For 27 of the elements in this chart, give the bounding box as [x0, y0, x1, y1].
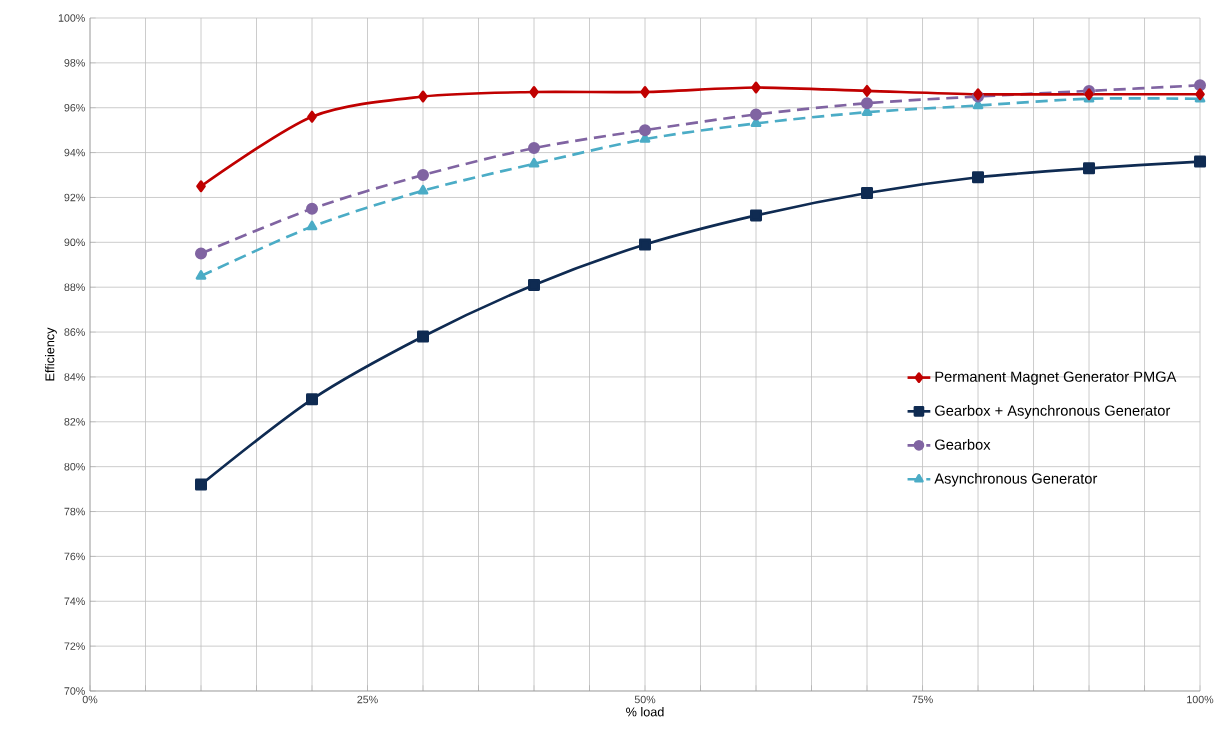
y-tick-label: 84% — [64, 373, 85, 381]
y-axis-title: Efficiency — [45, 327, 57, 381]
y-tick-label: 96% — [64, 103, 85, 112]
x-tick-label: 75% — [912, 695, 933, 704]
legend-label: Gearbox — [935, 439, 991, 450]
y-tick-label: 98% — [64, 59, 85, 67]
x-tick-label: 0% — [82, 695, 98, 704]
y-tick-label: 76% — [64, 552, 85, 561]
y-tick-label: 88% — [64, 283, 85, 291]
y-tick-label: 70% — [64, 687, 85, 695]
legend-label: Permanent Magnet Generator PMGA — [935, 371, 1177, 385]
y-tick-label: 74% — [64, 597, 85, 605]
y-tick-label: 82% — [64, 418, 85, 426]
x-tick-label: 25% — [357, 695, 378, 704]
y-tick-label: 72% — [64, 642, 85, 650]
y-tick-label: 86% — [64, 328, 85, 336]
y-tick-label: 94% — [64, 148, 85, 157]
x-axis-title: % load — [626, 707, 664, 717]
y-tick-label: 100% — [58, 14, 85, 22]
y-tick-label: 90% — [64, 238, 85, 247]
legend-label: Asynchronous Generator — [934, 472, 1098, 487]
legend-label: Gearbox + Asynchronous Generator — [935, 405, 1171, 419]
x-tick-label: 100% — [1187, 695, 1214, 704]
y-tick-label: 92% — [64, 193, 85, 202]
x-tick-label: 50% — [634, 695, 656, 704]
y-tick-label: 80% — [64, 462, 85, 471]
y-tick-label: 78% — [64, 507, 85, 516]
